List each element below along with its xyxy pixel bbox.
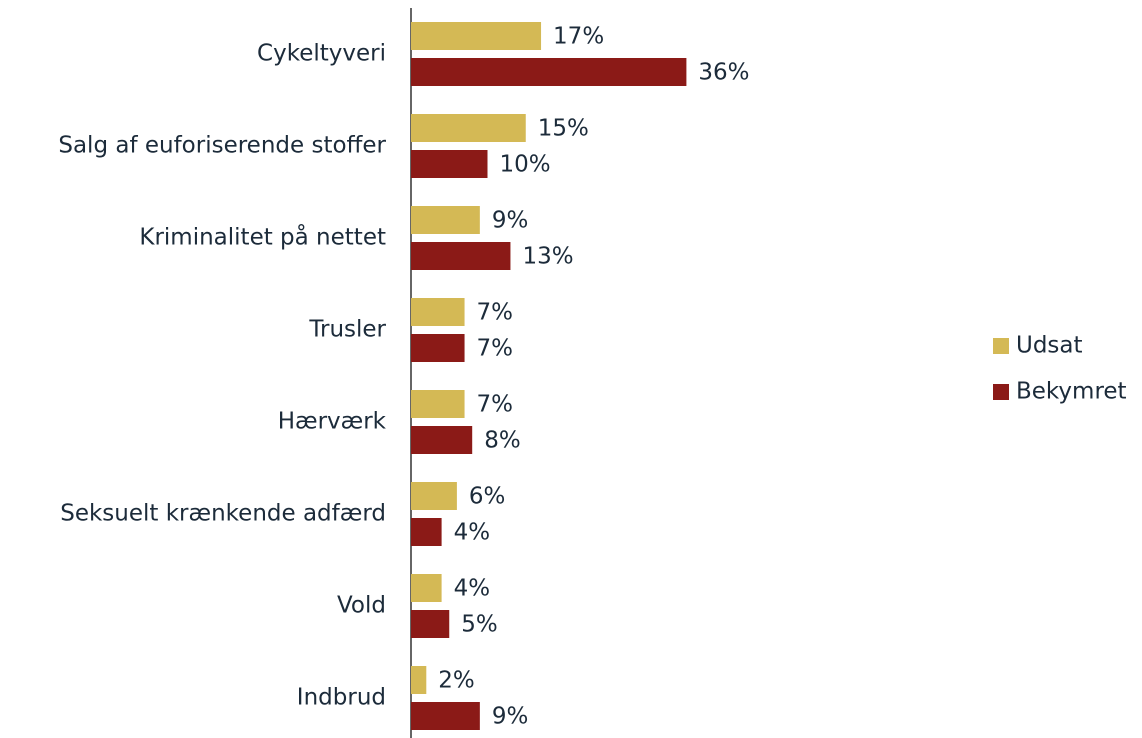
bar [411,574,442,602]
bar [411,482,457,510]
bar [411,206,480,234]
category-label: Salg af euforiserende stoffer [58,133,386,159]
value-label: 10% [500,152,551,178]
value-label: 6% [469,484,506,510]
bar [411,390,465,418]
category-label: Cykeltyveri [257,41,386,67]
legend-label: Bekymret [1016,379,1127,405]
legend-swatch [993,384,1009,400]
bar [411,242,511,270]
bar [411,334,465,362]
category-label: Seksuelt krænkende adfærd [60,501,386,527]
bar [411,610,450,638]
category-label: Vold [337,593,386,619]
bar [411,58,687,86]
value-label: 4% [454,520,491,546]
value-label: 9% [492,704,528,730]
value-label: 9% [492,208,528,234]
value-label: 2% [438,668,475,694]
bar [411,298,465,326]
bar [411,150,488,178]
bar [411,518,442,546]
value-label: 15% [538,116,589,142]
bar [411,114,526,142]
value-label: 36% [698,60,749,86]
value-label: 8% [484,428,521,454]
value-label: 7% [477,300,514,326]
category-label: Trusler [308,317,386,343]
value-label: 4% [454,576,491,602]
category-label: Kriminalitet på nettet [139,223,386,251]
value-label: 13% [522,244,573,270]
category-label: Indbrud [297,685,386,711]
legend-label: Udsat [1016,333,1083,359]
legend-swatch [993,338,1009,354]
category-label: Hærværk [278,409,387,435]
bar [411,426,473,454]
bar [411,702,480,730]
value-label: 5% [461,612,498,638]
value-label: 17% [553,24,604,50]
bar [411,22,542,50]
value-label: 7% [477,392,514,418]
value-label: 7% [477,336,514,362]
bar [411,666,427,694]
